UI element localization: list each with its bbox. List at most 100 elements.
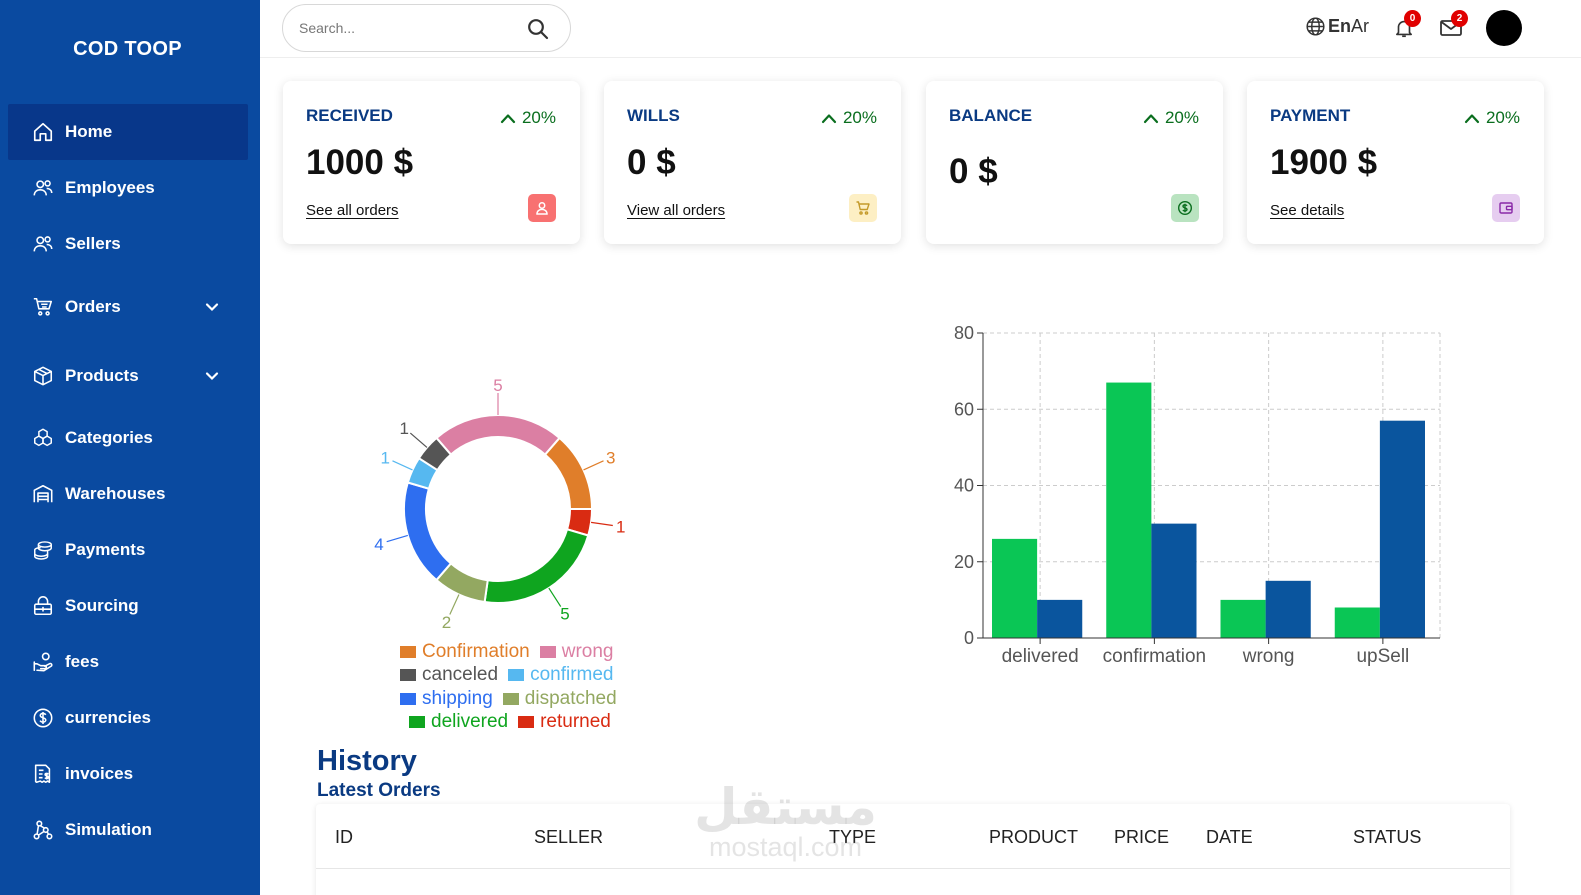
sidebar-item-categories[interactable]: Categories xyxy=(8,410,248,466)
trend-value: 20% xyxy=(521,108,556,127)
sidebar-item-label: currencies xyxy=(65,708,151,727)
card-value: 0 $ xyxy=(627,143,676,182)
legend-label: delivered xyxy=(431,711,509,733)
sidebar-item-label: Warehouses xyxy=(65,484,166,503)
donut-slice-canceled[interactable] xyxy=(417,436,453,472)
sidebar-item-products[interactable]: Products xyxy=(8,341,248,410)
bar-upsell-series-1[interactable] xyxy=(1334,607,1380,639)
legend-swatch xyxy=(502,692,519,705)
sidebar-item-currencies[interactable]: currencies xyxy=(8,690,248,746)
bar-confirmation-series-1[interactable] xyxy=(1106,382,1152,638)
legend-item-dispatched[interactable]: dispatched xyxy=(502,687,617,710)
sidebar-item-warehouses[interactable]: Warehouses xyxy=(8,466,248,522)
bar-delivered-series-2[interactable] xyxy=(1037,599,1083,638)
sidebar-item-label: Sellers xyxy=(65,234,121,253)
y-tick-label: 20 xyxy=(954,552,974,572)
legend-item-confirmation[interactable]: Confirmation xyxy=(400,641,530,663)
legend-swatch xyxy=(400,645,416,658)
donut-value-label: 1 xyxy=(400,419,409,438)
sidebar-item-payments[interactable]: Payments xyxy=(8,522,248,578)
legend-swatch xyxy=(400,669,416,682)
card-wills: WILLS 20% 0 $ View all orders xyxy=(604,81,901,244)
sidebar-item-invoices[interactable]: invoices xyxy=(8,746,248,802)
trend-indicator: 20% xyxy=(1464,108,1520,128)
sidebar-item-employees[interactable]: Employees xyxy=(8,160,248,216)
latest-orders-table: ID SELLER TYPE PRODUCT PRICE DATE STATUS xyxy=(316,804,1510,895)
legend-item-wrong[interactable]: wrong xyxy=(539,641,613,663)
donut-slice-wrong[interactable] xyxy=(435,414,561,456)
wallet-icon xyxy=(1492,194,1520,222)
legend-label: shipping xyxy=(422,687,493,709)
legend-item-confirmed[interactable]: confirmed xyxy=(508,664,613,686)
avatar[interactable] xyxy=(1486,10,1522,46)
donut-leader-line xyxy=(590,521,613,527)
legend-item-returned[interactable]: returned xyxy=(518,711,611,733)
hand-coins-icon xyxy=(31,650,55,674)
boxes-icon xyxy=(31,426,55,450)
donut-slice-confirmation[interactable] xyxy=(543,436,594,510)
trend-indicator: 20% xyxy=(821,108,877,128)
view-all-orders-link[interactable]: View all orders xyxy=(627,202,726,219)
card-value: 0 $ xyxy=(949,152,998,191)
y-tick-label: 0 xyxy=(964,628,974,648)
home-icon xyxy=(31,120,55,144)
card-received: RECEIVED 20% 1000 $ See all orders xyxy=(283,81,580,244)
sidebar-item-sellers[interactable]: Sellers xyxy=(8,216,248,272)
arrow-up-icon xyxy=(1464,114,1480,124)
column-header-type[interactable]: TYPE xyxy=(829,827,877,847)
sidebar-item-simulation[interactable]: Simulation xyxy=(8,802,248,858)
chevron-down-icon[interactable] xyxy=(204,299,220,315)
legend-item-shipping[interactable]: shipping xyxy=(400,688,493,710)
search-icon[interactable] xyxy=(526,17,550,41)
search-input[interactable] xyxy=(299,17,519,39)
brand-logo[interactable]: COD TOOP xyxy=(73,38,182,60)
lang-ar[interactable]: Ar xyxy=(1351,16,1370,36)
column-header-seller[interactable]: SELLER xyxy=(534,827,604,847)
trend-value: 20% xyxy=(1164,108,1199,127)
bar-wrong-series-1[interactable] xyxy=(1220,599,1266,638)
chevron-down-icon[interactable] xyxy=(204,368,220,384)
language-switch[interactable]: En Ar xyxy=(1305,16,1369,37)
donut-slice-delivered[interactable] xyxy=(483,528,590,604)
sidebar-item-label: Sourcing xyxy=(65,596,139,615)
network-icon xyxy=(31,818,55,842)
legend-label: canceled xyxy=(422,664,499,686)
column-header-status[interactable]: STATUS xyxy=(1353,827,1422,847)
bar-upsell-series-2[interactable] xyxy=(1379,420,1425,638)
bar-delivered-series-1[interactable] xyxy=(992,538,1038,638)
arrow-up-icon xyxy=(500,114,516,124)
legend-row: delivered returned xyxy=(400,711,650,735)
legend-item-canceled[interactable]: canceled xyxy=(400,664,498,686)
sidebar-item-label: invoices xyxy=(65,764,134,783)
history-title: History xyxy=(317,745,417,777)
lang-en[interactable]: En xyxy=(1328,16,1352,36)
search-box[interactable] xyxy=(282,4,571,52)
column-header-product[interactable]: PRODUCT xyxy=(989,827,1078,847)
arrow-up-icon xyxy=(821,114,837,124)
card-value: 1900 $ xyxy=(1270,143,1378,182)
sidebar-item-fees[interactable]: fees xyxy=(8,634,248,690)
trend-indicator: 20% xyxy=(1143,108,1199,128)
donut-value-label: 5 xyxy=(493,376,502,395)
sidebar-item-home[interactable]: Home xyxy=(8,104,248,160)
legend-swatch xyxy=(508,669,525,682)
column-header-id[interactable]: ID xyxy=(335,827,353,847)
bar-wrong-series-2[interactable] xyxy=(1265,580,1311,638)
donut-slice-shipping[interactable] xyxy=(403,481,453,582)
legend-label: dispatched xyxy=(524,687,617,709)
history-subtitle: Latest Orders xyxy=(317,780,441,801)
donut-value-label: 5 xyxy=(560,604,569,623)
see-all-orders-link[interactable]: See all orders xyxy=(306,202,399,219)
see-details-link[interactable]: See details xyxy=(1270,202,1345,219)
legend-swatch xyxy=(409,716,425,729)
column-header-date[interactable]: DATE xyxy=(1206,827,1253,847)
sidebar-item-label: Simulation xyxy=(65,820,152,839)
sidebar-item-label: Categories xyxy=(65,428,153,447)
column-header-price[interactable]: PRICE xyxy=(1114,827,1170,847)
sidebar-item-orders[interactable]: Orders xyxy=(8,272,248,341)
legend-item-delivered[interactable]: delivered xyxy=(409,711,508,733)
sidebar-item-sourcing[interactable]: Sourcing xyxy=(8,578,248,634)
bar-confirmation-series-2[interactable] xyxy=(1151,523,1197,638)
